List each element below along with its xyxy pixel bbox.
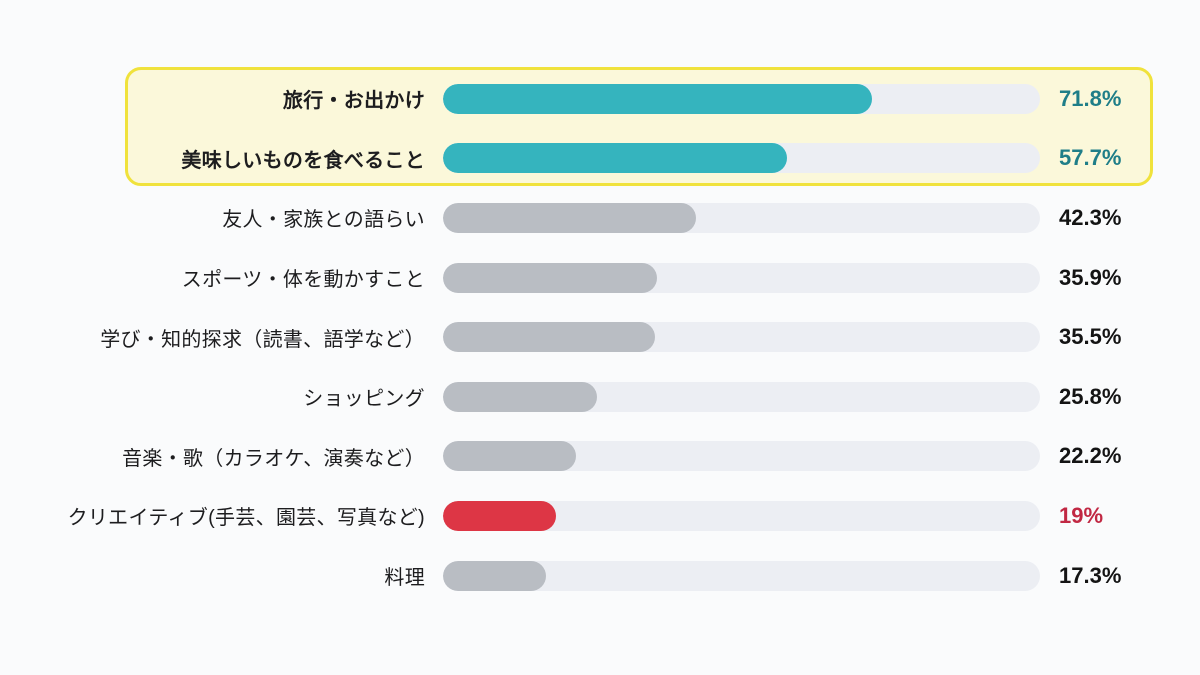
chart-row: 美味しいものを食べること 57.7% bbox=[0, 129, 1200, 189]
bar-track bbox=[443, 202, 1040, 233]
chart-rows: 旅行・お出かけ 71.8% 美味しいものを食べること 57.7% 友人・家族との… bbox=[0, 69, 1200, 605]
category-label: ショッピング bbox=[303, 388, 425, 411]
chart-row: 学び・知的探求（読書、語学など） 35.5% bbox=[0, 307, 1200, 367]
category-label: クリエイティブ(手芸、園芸、写真など) bbox=[67, 507, 425, 530]
bar-fill bbox=[443, 500, 557, 531]
chart-row: ショッピング 25.8% bbox=[0, 367, 1200, 427]
value-label: 71.8% bbox=[1059, 85, 1122, 111]
bar-fill bbox=[443, 143, 788, 174]
value-label: 25.8% bbox=[1059, 383, 1122, 409]
bar-fill bbox=[443, 262, 658, 293]
bar-track bbox=[443, 83, 1040, 114]
chart-row: スポーツ・体を動かすこと 35.9% bbox=[0, 248, 1200, 308]
bar-fill bbox=[443, 441, 576, 472]
bar-track bbox=[443, 262, 1040, 293]
category-label: 美味しいものを食べること bbox=[181, 149, 425, 172]
chart-row: クリエイティブ(手芸、園芸、写真など) 19% bbox=[0, 486, 1200, 546]
category-label: 友人・家族との語らい bbox=[222, 209, 425, 232]
chart-row: 友人・家族との語らい 42.3% bbox=[0, 188, 1200, 248]
bar-fill bbox=[443, 83, 872, 114]
category-label: スポーツ・体を動かすこと bbox=[181, 269, 425, 292]
category-label: 旅行・お出かけ bbox=[282, 90, 425, 113]
bar-fill bbox=[443, 202, 696, 233]
bar-fill bbox=[443, 322, 655, 353]
value-label: 35.9% bbox=[1059, 264, 1122, 290]
bar-track bbox=[443, 322, 1040, 353]
bar-fill bbox=[443, 381, 598, 412]
chart-row: 音楽・歌（カラオケ、演奏など） 22.2% bbox=[0, 427, 1200, 487]
category-label: 料理 bbox=[384, 567, 425, 590]
category-label: 学び・知的探求（読書、語学など） bbox=[100, 328, 425, 351]
bar-track bbox=[443, 560, 1040, 591]
bar-track bbox=[443, 500, 1040, 531]
bar-track bbox=[443, 143, 1040, 174]
value-label: 57.7% bbox=[1059, 145, 1122, 171]
category-label: 音楽・歌（カラオケ、演奏など） bbox=[122, 447, 425, 470]
chart-row: 料理 17.3% bbox=[0, 546, 1200, 606]
value-label: 35.5% bbox=[1059, 324, 1122, 350]
value-label: 22.2% bbox=[1059, 443, 1122, 469]
value-label: 42.3% bbox=[1059, 204, 1122, 230]
bar-track bbox=[443, 441, 1040, 472]
bar-fill bbox=[443, 560, 547, 591]
value-label: 19% bbox=[1059, 502, 1104, 528]
value-label: 17.3% bbox=[1059, 562, 1122, 588]
bar-track bbox=[443, 381, 1040, 412]
chart-row: 旅行・お出かけ 71.8% bbox=[0, 69, 1200, 129]
